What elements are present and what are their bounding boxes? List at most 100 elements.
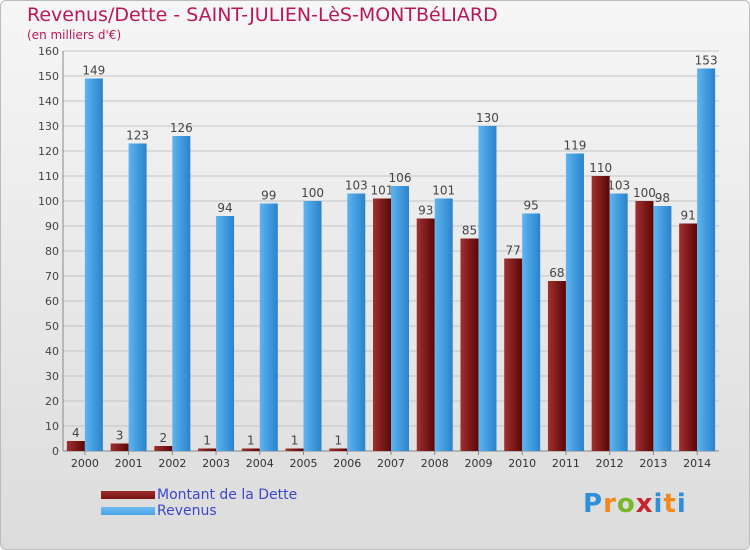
y-tick-label: 60 xyxy=(45,295,59,308)
x-tick-label-2010: 2010 xyxy=(508,457,536,470)
bar-revenus-2012 xyxy=(609,193,628,451)
legend: Montant de la Dette Revenus xyxy=(101,487,297,519)
x-tick-label-2001: 2001 xyxy=(115,457,143,470)
bar-revenus-2006 xyxy=(347,193,366,451)
bar-revenus-2013 xyxy=(653,206,672,451)
legend-item-dette: Montant de la Dette xyxy=(101,487,297,503)
data-label-revenus-2004: 99 xyxy=(261,189,276,203)
data-label-revenus-2000: 149 xyxy=(82,64,105,78)
bar-dette-2012 xyxy=(591,176,610,451)
bar-revenus-2005 xyxy=(303,201,322,451)
x-tick-label-2009: 2009 xyxy=(464,457,492,470)
bar-dette-2005 xyxy=(285,448,304,451)
data-label-dette-2007: 101 xyxy=(371,184,394,198)
data-label-dette-2000: 4 xyxy=(72,426,80,440)
bar-revenus-2007 xyxy=(391,186,409,451)
bar-dette-2002 xyxy=(154,446,173,451)
data-label-dette-2001: 3 xyxy=(116,429,124,443)
data-label-dette-2004: 1 xyxy=(247,434,255,448)
data-label-dette-2010: 77 xyxy=(506,244,521,258)
x-tick-label-2000: 2000 xyxy=(71,457,99,470)
legend-label-revenus: Revenus xyxy=(157,503,217,519)
bar-revenus-2003 xyxy=(216,216,235,451)
legend-swatch-dette xyxy=(101,491,155,499)
bar-dette-2004 xyxy=(241,448,260,451)
legend-label-dette: Montant de la Dette xyxy=(157,487,298,503)
y-tick-label: 20 xyxy=(45,395,59,408)
bar-revenus-2011 xyxy=(565,153,584,451)
data-label-revenus-2006: 103 xyxy=(345,179,368,193)
x-tick-label-2006: 2006 xyxy=(333,457,361,470)
y-tick-label: 90 xyxy=(45,220,59,233)
bar-dette-2007 xyxy=(373,198,391,451)
bar-dette-2011 xyxy=(547,281,566,451)
x-tick-label-2003: 2003 xyxy=(202,457,230,470)
data-label-dette-2002: 2 xyxy=(160,431,168,445)
y-tick-label: 10 xyxy=(45,420,59,433)
x-tick-label-2002: 2002 xyxy=(158,457,186,470)
data-label-revenus-2003: 94 xyxy=(217,201,232,215)
proxiti-logo: Proxiti xyxy=(583,489,687,519)
y-tick-label: 130 xyxy=(38,120,59,133)
bar-revenus-2004 xyxy=(259,203,278,451)
data-label-revenus-2013: 98 xyxy=(655,191,670,205)
data-label-revenus-2001: 123 xyxy=(126,129,149,143)
bar-dette-2003 xyxy=(198,448,217,451)
y-tick-label: 110 xyxy=(38,170,59,183)
bar-revenus-2002 xyxy=(172,136,191,451)
x-tick-label-2013: 2013 xyxy=(639,457,667,470)
legend-item-revenus: Revenus xyxy=(101,503,297,519)
x-tick-label-2004: 2004 xyxy=(246,457,274,470)
bar-dette-2001 xyxy=(110,443,129,451)
chart-title: Revenus/Dette - SAINT-JULIEN-LèS-MONTBéL… xyxy=(27,4,498,26)
data-label-dette-2003: 1 xyxy=(203,434,211,448)
bar-dette-2014 xyxy=(679,223,698,451)
data-label-dette-2009: 85 xyxy=(462,224,477,238)
data-label-dette-2012: 110 xyxy=(589,161,612,175)
y-tick-label: 30 xyxy=(45,370,59,383)
data-label-dette-2014: 91 xyxy=(680,209,695,223)
x-tick-label-2007: 2007 xyxy=(377,457,405,470)
bar-revenus-2001 xyxy=(128,143,147,451)
data-label-revenus-2009: 130 xyxy=(476,111,499,125)
data-label-revenus-2011: 119 xyxy=(563,139,586,153)
bar-revenus-2010 xyxy=(522,213,541,451)
y-tick-label: 40 xyxy=(45,345,59,358)
y-tick-label: 160 xyxy=(38,45,59,58)
chart-subtitle: (en milliers d'€) xyxy=(27,28,122,42)
y-tick-label: 50 xyxy=(45,320,59,333)
data-label-dette-2011: 68 xyxy=(549,266,564,280)
bar-revenus-2009 xyxy=(478,126,497,451)
bar-revenus-2008 xyxy=(434,198,453,451)
x-tick-label-2005: 2005 xyxy=(290,457,318,470)
y-tick-label: 120 xyxy=(38,145,59,158)
data-label-revenus-2008: 101 xyxy=(432,184,455,198)
x-tick-label-2008: 2008 xyxy=(421,457,449,470)
bar-dette-2013 xyxy=(635,201,654,451)
bar-revenus-2014 xyxy=(697,68,716,451)
bar-dette-2006 xyxy=(329,448,348,451)
y-tick-label: 80 xyxy=(45,245,59,258)
bar-dette-2010 xyxy=(504,258,523,451)
bar-revenus-2000 xyxy=(84,78,103,451)
data-label-dette-2013: 100 xyxy=(633,186,656,200)
y-tick-label: 0 xyxy=(52,445,59,458)
y-tick-label: 140 xyxy=(38,95,59,108)
x-tick-label-2011: 2011 xyxy=(552,457,580,470)
x-tick-label-2014: 2014 xyxy=(683,457,711,470)
data-label-revenus-2014: 153 xyxy=(695,54,718,68)
bar-dette-2009 xyxy=(460,238,479,451)
data-label-revenus-2002: 126 xyxy=(170,121,193,135)
y-tick-label: 100 xyxy=(38,195,59,208)
data-label-dette-2008: 93 xyxy=(418,204,433,218)
data-label-revenus-2007: 106 xyxy=(389,171,412,185)
data-label-revenus-2010: 95 xyxy=(524,199,539,213)
legend-swatch-revenus xyxy=(101,507,155,515)
data-label-dette-2006: 1 xyxy=(334,434,342,448)
data-label-revenus-2005: 100 xyxy=(301,186,324,200)
x-tick-label-2012: 2012 xyxy=(596,457,624,470)
data-label-dette-2005: 1 xyxy=(291,434,299,448)
y-tick-label: 70 xyxy=(45,270,59,283)
